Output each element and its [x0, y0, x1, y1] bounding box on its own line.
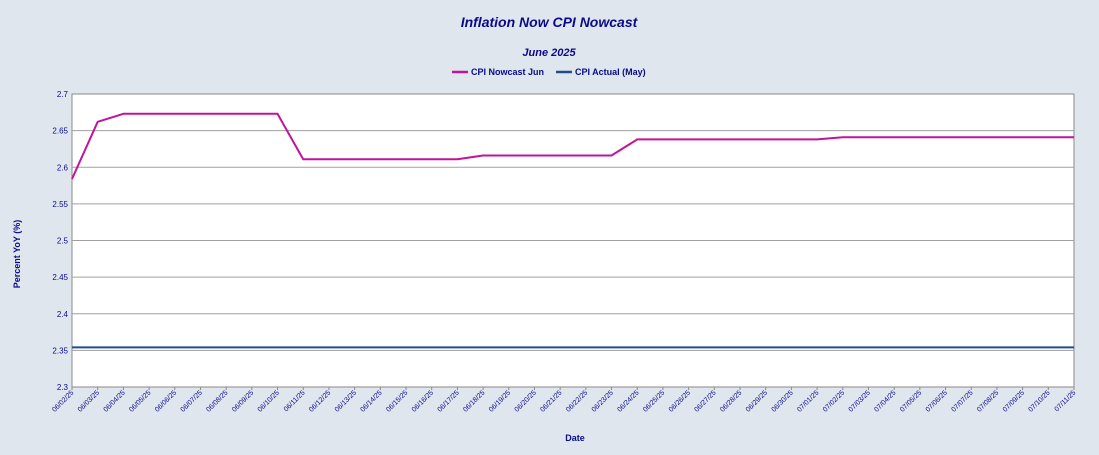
legend-label-nowcast: CPI Nowcast Jun: [471, 67, 544, 77]
x-tick-label: 07/08/25: [976, 389, 1000, 413]
x-tick-label: 06/29/25: [745, 389, 769, 413]
series-lines: [71, 112, 1074, 349]
x-tick-label: 06/20/25: [514, 389, 538, 413]
x-tick-label: 06/04/25: [103, 389, 127, 413]
y-axis-ticks: 2.3 2.35 2.4 2.45 2.5 2.55 2.6 2.65 2.7: [52, 90, 68, 392]
x-tick-label: 07/10/25: [1028, 389, 1052, 413]
x-tick-label: 06/06/25: [154, 389, 178, 413]
x-tick-label: 06/03/25: [77, 389, 101, 413]
x-tick-label: 06/24/25: [616, 389, 640, 413]
y-tick-label: 2.65: [52, 127, 68, 136]
x-tick-label: 06/16/25: [411, 389, 435, 413]
y-tick-label: 2.5: [57, 237, 69, 246]
y-tick-label: 2.3: [57, 383, 69, 392]
x-tick-label: 07/03/25: [848, 389, 872, 413]
y-tick-label: 2.6: [57, 163, 69, 172]
x-tick-label: 07/06/25: [925, 389, 949, 413]
x-tick-label: 06/08/25: [205, 389, 229, 413]
x-tick-label: 07/01/25: [796, 389, 820, 413]
legend: CPI Nowcast Jun CPI Actual (May): [452, 67, 646, 77]
x-tick-label: 07/04/25: [873, 389, 897, 413]
x-tick-label: 06/15/25: [385, 389, 409, 413]
x-axis-ticks: 06/02/25 06/03/25 06/04/25 06/05/25 06/06/25…: [51, 387, 1077, 414]
chart-subtitle: June 2025: [522, 47, 576, 59]
y-tick-label: 2.55: [52, 200, 68, 209]
y-tick-label: 2.7: [57, 90, 69, 99]
y-tick-label: 2.35: [52, 346, 68, 355]
x-tick-label: 06/22/25: [565, 389, 589, 413]
x-tick-label: 06/26/25: [668, 389, 692, 413]
gridlines: [72, 130, 1074, 351]
x-tick-label: 06/21/25: [539, 389, 563, 413]
x-tick-label: 06/10/25: [257, 389, 281, 413]
x-tick-label: 06/13/25: [334, 389, 358, 413]
x-tick-label: 06/02/25: [51, 389, 75, 413]
series-line-cpi-nowcast: [71, 112, 1074, 180]
y-tick-label: 2.4: [57, 310, 69, 319]
x-tick-label: 06/11/25: [283, 389, 307, 413]
x-tick-label: 06/05/25: [128, 389, 152, 413]
chart-title: Inflation Now CPI Nowcast: [461, 14, 639, 30]
x-tick-label: 06/30/25: [771, 389, 795, 413]
x-tick-label: 06/12/25: [308, 389, 332, 413]
y-axis-label: Percent YoY (%): [12, 220, 22, 289]
x-tick-label: 06/18/25: [462, 389, 486, 413]
x-tick-label: 07/09/25: [1002, 389, 1026, 413]
x-tick-label: 07/07/25: [950, 389, 974, 413]
x-tick-label: 06/14/25: [360, 389, 384, 413]
x-tick-label: 07/02/25: [822, 389, 846, 413]
y-tick-label: 2.45: [52, 273, 68, 282]
legend-label-actual: CPI Actual (May): [575, 67, 646, 77]
x-tick-label: 06/19/25: [488, 389, 512, 413]
x-tick-label: 06/28/25: [719, 389, 743, 413]
x-tick-label: 06/25/25: [642, 389, 666, 413]
x-tick-label: 07/05/25: [899, 389, 923, 413]
x-tick-label: 06/17/25: [437, 389, 461, 413]
x-tick-label: 06/07/25: [180, 389, 204, 413]
x-axis-label: Date: [565, 433, 585, 443]
x-tick-label: 06/23/25: [591, 389, 615, 413]
x-tick-label: 06/27/25: [694, 389, 718, 413]
x-tick-label: 06/09/25: [231, 389, 255, 413]
x-tick-label: 07/11/25: [1054, 389, 1078, 413]
